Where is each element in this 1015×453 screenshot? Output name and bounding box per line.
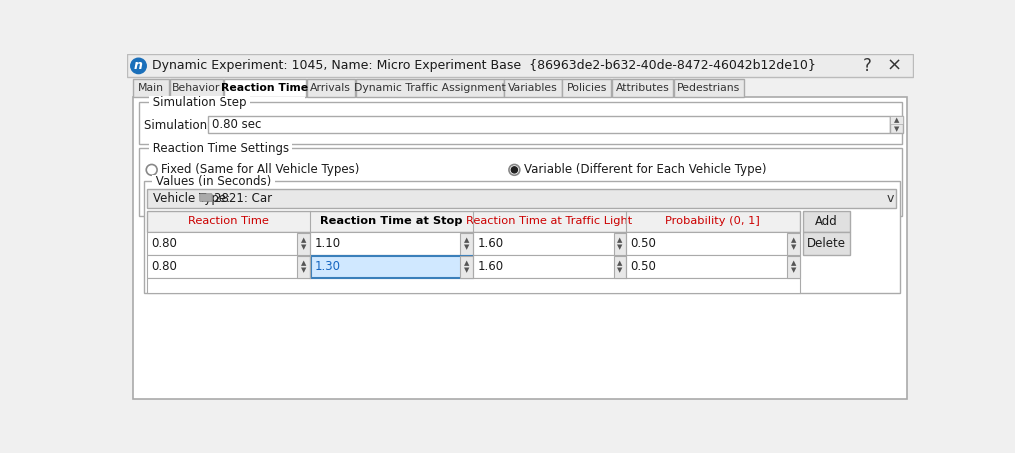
Bar <box>223 79 306 97</box>
Text: ▲: ▲ <box>464 260 469 266</box>
Text: Delete: Delete <box>807 237 847 250</box>
Text: Simulation Step:: Simulation Step: <box>144 119 242 132</box>
Text: Dynamic Traffic Assignment: Dynamic Traffic Assignment <box>353 83 505 93</box>
Text: ▼: ▼ <box>300 244 307 250</box>
Bar <box>147 232 800 255</box>
Text: Reaction Time: Reaction Time <box>221 83 309 93</box>
Bar <box>674 79 744 97</box>
Text: ▲: ▲ <box>464 237 469 243</box>
Bar <box>297 233 310 255</box>
Text: Simulation Step: Simulation Step <box>148 96 250 109</box>
Text: v: v <box>886 192 894 205</box>
Text: 0.80: 0.80 <box>151 260 178 273</box>
Bar <box>138 102 902 145</box>
Bar <box>224 96 306 99</box>
Bar <box>147 189 896 207</box>
Text: ▲: ▲ <box>791 237 796 243</box>
Text: Arrivals: Arrivals <box>311 83 351 93</box>
Text: Add: Add <box>815 215 838 228</box>
Bar <box>614 233 626 255</box>
Bar <box>147 279 800 293</box>
Text: Values (in Seconds): Values (in Seconds) <box>151 175 275 188</box>
Text: Vehicle Type:: Vehicle Type: <box>153 192 230 205</box>
Text: ?: ? <box>863 57 872 75</box>
Text: Reaction Time at Traffic Light: Reaction Time at Traffic Light <box>466 217 632 226</box>
Text: Attributes: Attributes <box>616 83 670 93</box>
Text: ▼: ▼ <box>300 267 307 273</box>
Text: Behavior: Behavior <box>173 83 220 93</box>
Bar <box>297 256 310 278</box>
Text: Dynamic Experiment: 1045, Name: Micro Experiment Base  {86963de2-b632-40de-8472-: Dynamic Experiment: 1045, Name: Micro Ex… <box>151 59 815 72</box>
Bar <box>170 79 223 97</box>
Bar <box>612 79 673 97</box>
Bar <box>311 256 472 278</box>
Text: ▲: ▲ <box>617 237 622 243</box>
Text: 1.60: 1.60 <box>477 237 503 250</box>
Circle shape <box>512 167 518 173</box>
Text: ▼: ▼ <box>617 267 622 273</box>
Text: 0.50: 0.50 <box>630 237 657 250</box>
Text: 1.30: 1.30 <box>315 260 340 273</box>
Text: ×: × <box>886 57 901 75</box>
Bar <box>890 116 902 125</box>
Text: 0.80: 0.80 <box>151 237 178 250</box>
Bar <box>614 256 626 278</box>
Bar <box>504 79 561 97</box>
Text: ▲: ▲ <box>300 260 307 266</box>
Text: 0.80 sec: 0.80 sec <box>212 118 262 131</box>
Bar <box>804 211 850 232</box>
FancyBboxPatch shape <box>200 194 212 202</box>
Text: Variable (Different for Each Vehicle Type): Variable (Different for Each Vehicle Typ… <box>524 164 766 176</box>
Bar <box>890 116 902 133</box>
Bar <box>307 79 354 97</box>
Bar <box>133 79 168 97</box>
Circle shape <box>146 164 157 175</box>
Text: Main: Main <box>138 83 163 93</box>
Bar <box>460 233 473 255</box>
Text: Reaction Time Settings: Reaction Time Settings <box>148 142 292 155</box>
Bar <box>208 116 890 133</box>
Text: Fixed (Same for All Vehicle Types): Fixed (Same for All Vehicle Types) <box>161 164 359 176</box>
Text: ▲: ▲ <box>617 260 622 266</box>
Text: Reaction Time at Stop: Reaction Time at Stop <box>320 217 463 226</box>
Text: ▲: ▲ <box>300 237 307 243</box>
Bar <box>144 181 899 293</box>
Text: 0.50: 0.50 <box>630 260 657 273</box>
Bar <box>460 256 473 278</box>
Text: n: n <box>134 59 143 72</box>
Text: 2821: Car: 2821: Car <box>214 192 272 205</box>
Bar <box>788 233 800 255</box>
Text: ▼: ▼ <box>791 267 796 273</box>
Text: ▼: ▼ <box>464 244 469 250</box>
Bar <box>355 79 503 97</box>
Text: Policies: Policies <box>566 83 607 93</box>
Text: Probability (0, 1]: Probability (0, 1] <box>666 217 760 226</box>
Bar <box>147 211 800 232</box>
Bar <box>147 255 800 279</box>
Text: Pedestrians: Pedestrians <box>677 83 741 93</box>
Text: ▼: ▼ <box>464 267 469 273</box>
Circle shape <box>509 164 520 175</box>
Text: Reaction Time: Reaction Time <box>188 217 269 226</box>
Text: ▼: ▼ <box>894 125 899 132</box>
Bar <box>138 148 902 216</box>
Circle shape <box>131 58 146 73</box>
Text: 1.10: 1.10 <box>315 237 341 250</box>
Bar <box>133 96 907 399</box>
Text: Variables: Variables <box>509 83 558 93</box>
Text: 1.60: 1.60 <box>477 260 503 273</box>
Text: ▼: ▼ <box>791 244 796 250</box>
Bar <box>788 256 800 278</box>
Text: ▲: ▲ <box>791 260 796 266</box>
Bar <box>804 232 850 255</box>
Text: ▲: ▲ <box>894 117 899 123</box>
Bar <box>127 54 914 77</box>
Bar <box>562 79 611 97</box>
Text: ▼: ▼ <box>617 244 622 250</box>
